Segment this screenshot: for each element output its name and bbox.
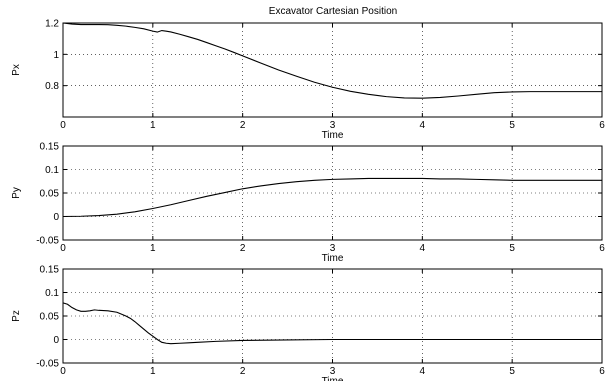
- y-tick-label: -0.05: [36, 236, 59, 247]
- x-tick-label: 2: [240, 120, 246, 131]
- x-tick-label: 5: [509, 366, 515, 377]
- x-tick-label: 6: [599, 243, 605, 254]
- x-tick-label: 4: [420, 243, 426, 254]
- x-tick-label: 0: [60, 120, 66, 131]
- y-tick-label: 0: [53, 212, 59, 223]
- x-tick-label: 3: [330, 243, 336, 254]
- chart-panel-px: 0 1 2 3 4 5 6 0.8 1 1.2 Time Px: [11, 19, 605, 142]
- y-tick-label: 0.15: [40, 142, 60, 153]
- x-tick-label: 4: [420, 366, 426, 377]
- y-tick-label: 0.15: [40, 265, 60, 276]
- x-tick-label: 6: [599, 366, 605, 377]
- x-tick-label: 3: [330, 120, 336, 131]
- x-tick-label: 4: [420, 120, 426, 131]
- plot-frame: [62, 145, 603, 241]
- series-line-py: [62, 177, 602, 218]
- x-tick-label: 2: [240, 243, 246, 254]
- y-tick-label: 1: [53, 50, 59, 61]
- y-tick-label: 0.1: [45, 288, 59, 299]
- plot-frame: [62, 268, 603, 364]
- y-axis-label: Px: [11, 64, 22, 76]
- x-tick-label: 1: [150, 366, 156, 377]
- x-tick-label: 2: [240, 366, 246, 377]
- x-axis-label: Time: [322, 130, 344, 141]
- y-tick-label: -0.05: [36, 359, 59, 370]
- plot-frame: [62, 22, 603, 118]
- series-line-px: [62, 22, 602, 99]
- x-tick-label: 6: [599, 120, 605, 131]
- y-tick-label: 0.8: [45, 81, 59, 92]
- x-tick-label: 5: [509, 243, 515, 254]
- x-tick-label: 1: [150, 120, 156, 131]
- series-line-pz: [62, 302, 602, 345]
- x-axis-label: Time: [322, 376, 344, 381]
- x-tick-label: 0: [60, 366, 66, 377]
- y-axis-label: Pz: [11, 310, 22, 322]
- x-tick-label: 1: [150, 243, 156, 254]
- x-axis-label: Time: [322, 253, 344, 264]
- y-tick-label: 0.1: [45, 165, 59, 176]
- y-axis-label: Py: [11, 187, 22, 199]
- x-tick-label: 5: [509, 120, 515, 131]
- y-tick-label: 1.2: [45, 19, 59, 30]
- x-tick-label: 3: [330, 366, 336, 377]
- y-tick-label: 0.05: [40, 189, 60, 200]
- chart-title: Excavator Cartesian Position: [269, 6, 397, 17]
- y-tick-label: 0.05: [40, 312, 60, 323]
- y-tick-label: 0: [53, 335, 59, 346]
- x-tick-label: 0: [60, 243, 66, 254]
